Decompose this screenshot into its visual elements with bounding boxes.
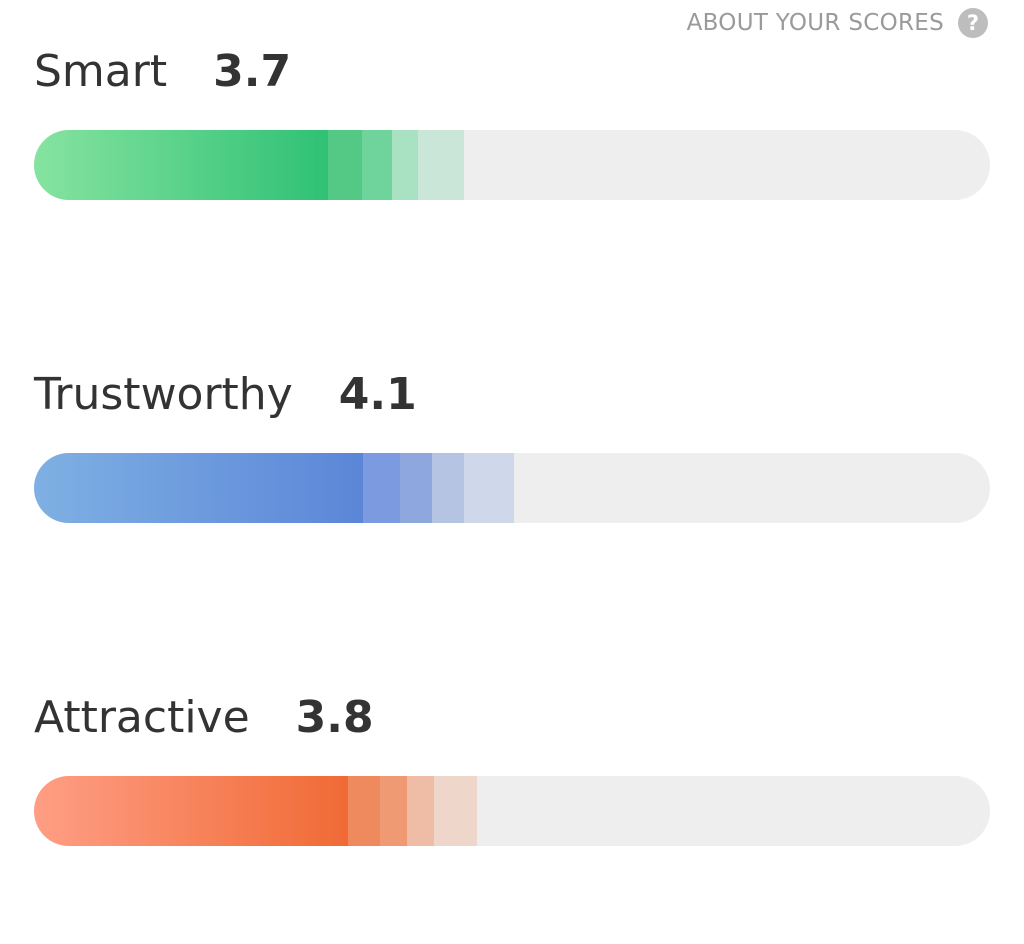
score-label: Attractive [34, 692, 250, 743]
score-bar-tail-segment [407, 776, 434, 846]
score-bar-tail-segment [432, 453, 464, 523]
score-bar-tail-segment [392, 130, 418, 200]
score-bar-tail-segment [328, 130, 362, 200]
score-bar-tail-segment [434, 776, 477, 846]
score-bar-tail-segment [363, 453, 400, 523]
about-scores-label: ABOUT YOUR SCORES [686, 10, 944, 36]
score-value: 4.1 [338, 369, 417, 420]
score-bar [34, 130, 990, 200]
score-value: 3.8 [295, 692, 374, 743]
score-bar [34, 453, 990, 523]
score-bar-tail-segment [464, 453, 514, 523]
score-row-smart: Smart 3.7 [34, 50, 990, 200]
score-bar-fill [34, 453, 363, 523]
score-row-trustworthy: Trustworthy 4.1 [34, 373, 990, 523]
score-label: Trustworthy [34, 369, 293, 420]
score-bar-tail-segment [348, 776, 380, 846]
score-row-attractive: Attractive 3.8 [34, 696, 990, 846]
score-bar-fill [34, 130, 328, 200]
about-your-scores-link[interactable]: ABOUT YOUR SCORES ? [687, 8, 988, 38]
score-bar-tail-segment [380, 776, 407, 846]
score-label: Smart [34, 46, 168, 97]
help-circle-icon[interactable]: ? [958, 8, 988, 38]
score-value: 3.7 [213, 46, 292, 97]
score-bar-fill [34, 776, 348, 846]
score-bar-tail-segment [418, 130, 464, 200]
score-bar-tail-segment [362, 130, 392, 200]
score-bar [34, 776, 990, 846]
score-bar-tail-segment [400, 453, 432, 523]
